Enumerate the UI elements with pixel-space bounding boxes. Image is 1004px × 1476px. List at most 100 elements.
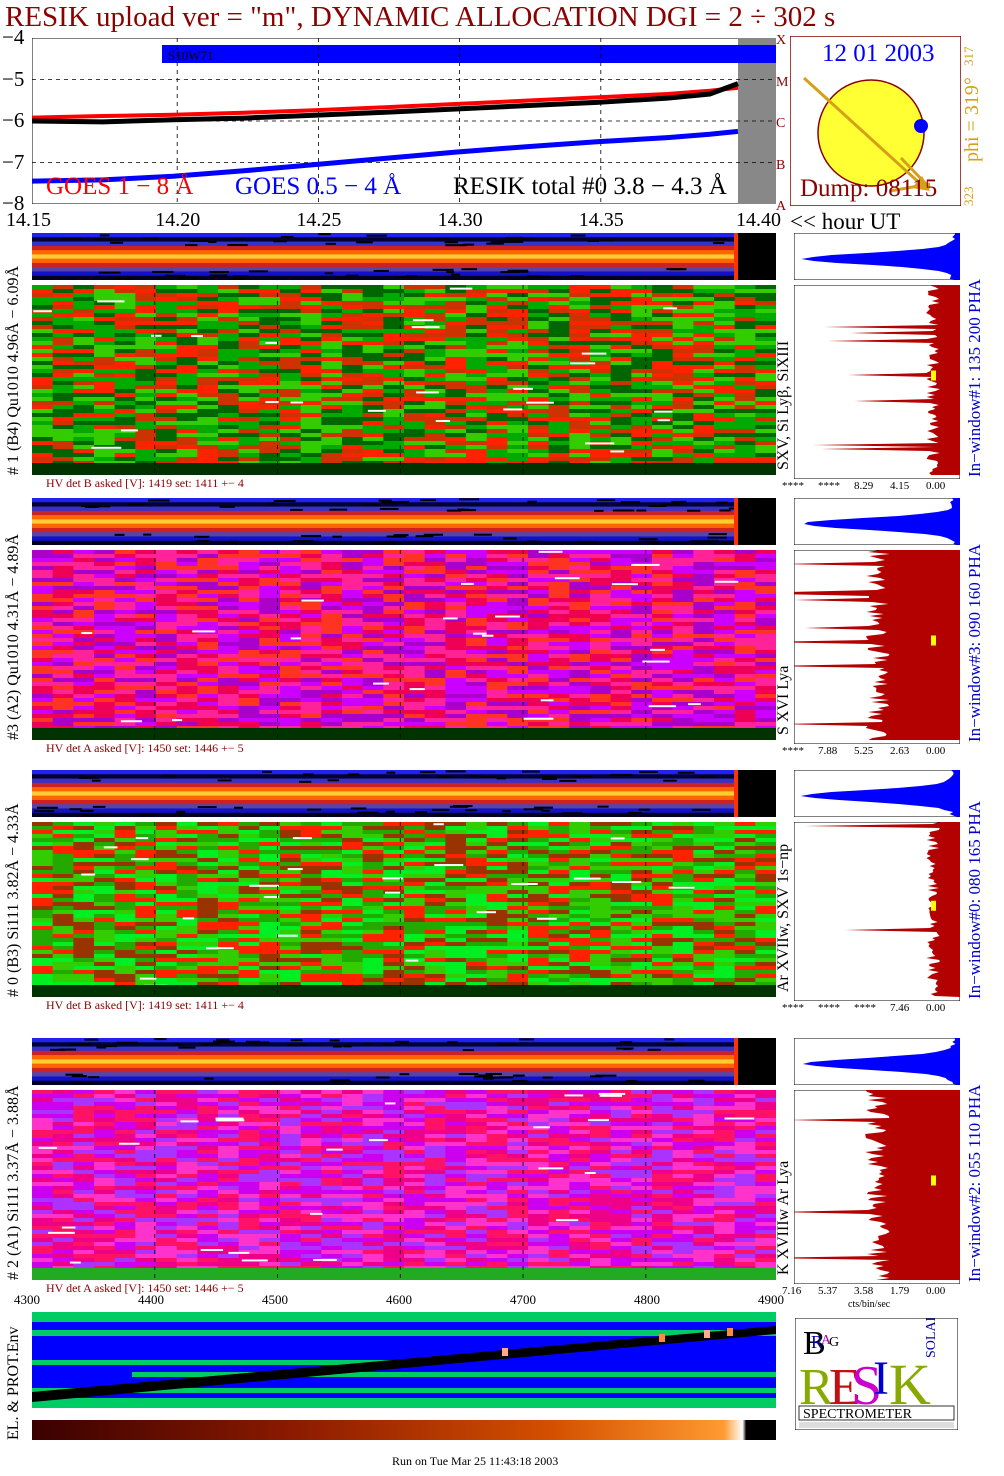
dump-number: Dump: 08115 [800,175,938,202]
pha-tick-label: 0.00 [926,1285,946,1297]
in-window-label-ch2: In−window#2: 055 110 PHA [965,1084,984,1282]
pha-tick-label: 0.00 [926,1002,946,1014]
y-tick-label: −5 [2,66,25,91]
active-region-bar [162,45,776,63]
env-tick-label: 4800 [634,1292,660,1307]
active-region-marker [914,119,928,133]
resik-total-curve [32,81,739,125]
pha-tick-label: 0.00 [926,480,946,492]
spectrogram-ch1 [32,285,776,475]
page-title: RESIK upload ver = "m", DYNAMIC ALLOCATI… [5,1,836,33]
pha-tick-label: 7.88 [818,745,838,757]
pha-strip-ch0 [32,770,776,817]
pha-strip-ch3 [32,498,776,545]
time-tick-label: 14.35 [578,209,624,231]
channel-label-ch0: # 0 (B3) Si111 3.82Å − 4.33Å [5,803,22,997]
env-tick-label: 4400 [138,1292,164,1307]
channel-label-ch2: # 2 (A1) Si111 3.37Å − 3.88Å [5,1085,22,1281]
pha-tick-label: **** [782,480,804,492]
flare-class-label: M [776,74,789,90]
pha-tick-label: 5.25 [854,745,874,757]
legend-goes-short: GOES 0.5 − 4 Å [235,173,402,200]
pha-tick-label: 2.63 [890,745,910,757]
pha-histogram-ch3 [794,498,960,545]
pha-histogram-ch1 [794,233,960,280]
hv-status-ch0: HV det B asked [V]: 1419 set: 1411 +− 4 [46,998,244,1012]
spectrum-profile-ch2 [794,1090,960,1284]
pha-tick-label: 5.37 [818,1285,838,1297]
pha-tick-label: **** [782,1002,804,1014]
sun-disk [817,79,925,187]
channel-label-ch3: #3 (A2) Qu1010 4.31Å − 4.89Å [5,534,22,740]
env-tick-label: 4900 [758,1292,784,1307]
spectrogram-ch0 [32,822,776,997]
pha-tick-label: 8.29 [854,480,874,492]
orbit-trace [32,1326,776,1402]
time-tick-label: 14.30 [437,209,483,231]
pha-tick-label: 7.16 [782,1285,802,1297]
pha-tick-label: **** [782,745,804,757]
environment-plot [32,1312,776,1408]
position-arrow [802,76,927,190]
time-tick-label: 14.40 [736,209,781,231]
pha-unit-label: cts/bin/sec [848,1299,891,1310]
spectrogram-ch2 [32,1090,776,1280]
pha-tick-label: **** [818,480,840,492]
phi-bottom-number: 323 [961,186,976,207]
spectrum-profile-ch3 [794,550,960,744]
y-tick-label: −7 [2,149,25,174]
env-tick-label: 4300 [14,1292,40,1307]
legend-goes-long: GOES 1 − 8 Å [46,173,194,200]
goes-short-curve [32,128,739,184]
flare-class-label: B [776,157,786,173]
pha-tick-label: 4.15 [890,480,910,492]
sun-disk-panel [790,36,961,206]
goes-long-curve [32,85,739,120]
y-tick-label: −6 [2,108,25,132]
time-tick-label: 14.25 [296,209,342,231]
pha-tick-label: **** [854,1002,876,1014]
line-ids-ch1: SXV, Si Lyβ, SiXIII [775,340,792,470]
run-timestamp: Run on Tue Mar 25 11:43:18 2003 [392,1454,559,1468]
logo-text: SPECTROMETER [803,1407,913,1422]
pha-histogram-ch2 [794,1038,960,1085]
legend-resik: RESIK total #0 3.8 − 4.3 Å [453,173,727,200]
channel-label-ch1: # 1 (B4) Qu1010 4.96Å − 6.09Å [5,265,22,475]
y-tick-label: −4 [2,25,25,49]
env-tick-label: 4600 [386,1292,412,1307]
env-label: EL. & PROT.Env [5,1326,22,1440]
lightcurve-plot [32,38,776,204]
hv-status-ch3: HV det A asked [V]: 1450 set: 1446 +− 5 [46,741,244,755]
pha-tick-label: 0.00 [926,745,946,757]
pha-strip-ch2 [32,1038,776,1085]
pha-histogram-ch0 [794,770,960,817]
active-region-label: S10W71 [168,48,214,63]
in-window-label-ch3: In−window#3: 090 160 PHA [965,543,984,742]
flare-class-label: C [776,116,786,131]
phi-small: 317 [961,46,976,67]
phi-angle: phi = 319° [961,77,983,162]
pha-tick-label: 7.46 [890,1002,910,1014]
spectrum-profile-ch1 [794,285,960,479]
line-ids-ch0: Ar XVIIw, SXV 1s−np [775,843,792,992]
y-tick-label: −8 [2,191,25,215]
pha-tick-label: 3.58 [854,1285,874,1297]
pha-tick-label: **** [818,1002,840,1014]
in-window-label-ch1: In−window#1: 135 200 PHA [965,278,984,477]
time-tick-label: 14.15 [6,209,51,231]
pha-strip-ch1 [32,233,776,280]
flare-class-label: A [776,199,787,214]
observation-date: 12 01 2003 [822,40,935,67]
resik-logo: B R A G R E S I K SOLAR SPECTROMETER [795,1318,958,1430]
pha-tick-label: 1.79 [890,1285,910,1297]
flare-class-label: X [776,33,787,48]
time-tick-label: 14.20 [155,209,201,231]
spectrum-profile-ch0 [794,822,960,1001]
hv-status-ch2: HV det A asked [V]: 1450 set: 1446 +− 5 [46,1281,244,1295]
env-tick-label: 4500 [262,1292,288,1307]
line-ids-ch2: K XVIIIw Ar Lya [775,1160,792,1275]
env-tick-label: 4700 [510,1292,536,1307]
spectrogram-ch3 [32,550,776,740]
hv-status-ch1: HV det B asked [V]: 1419 set: 1411 +− 4 [46,476,244,490]
